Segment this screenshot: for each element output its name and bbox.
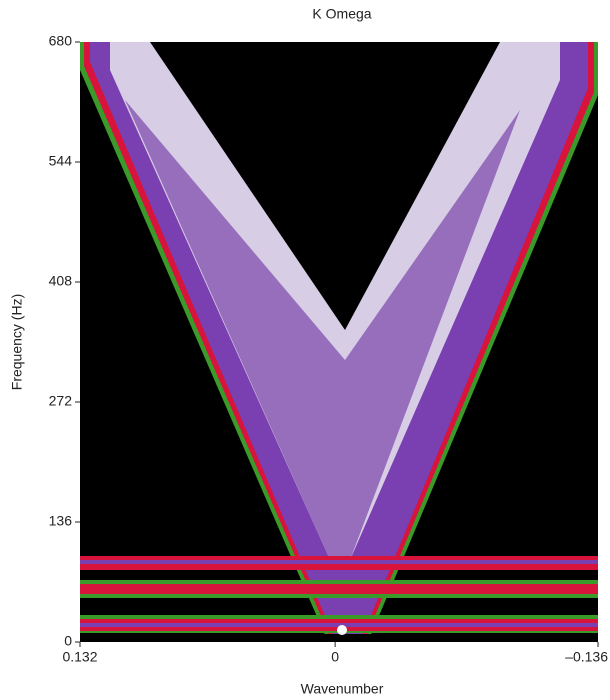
y-tick-label: 136 [49, 513, 73, 529]
spectrum-image [80, 42, 598, 642]
chart-title: K Omega [312, 6, 371, 22]
x-tick-label: 0 [331, 649, 339, 665]
y-tick-label: 272 [49, 393, 73, 409]
x-axis-label: Wavenumber [301, 681, 384, 697]
y-tick-label: 0 [64, 633, 72, 649]
y-tick-label: 680 [49, 33, 73, 49]
x-tick-label: –0.136 [565, 649, 608, 665]
y-tick-label: 544 [49, 153, 73, 169]
y-tick-label: 408 [49, 273, 73, 289]
y-axis-label: Frequency (Hz) [9, 294, 25, 390]
x-tick-label: 0.132 [62, 649, 97, 665]
